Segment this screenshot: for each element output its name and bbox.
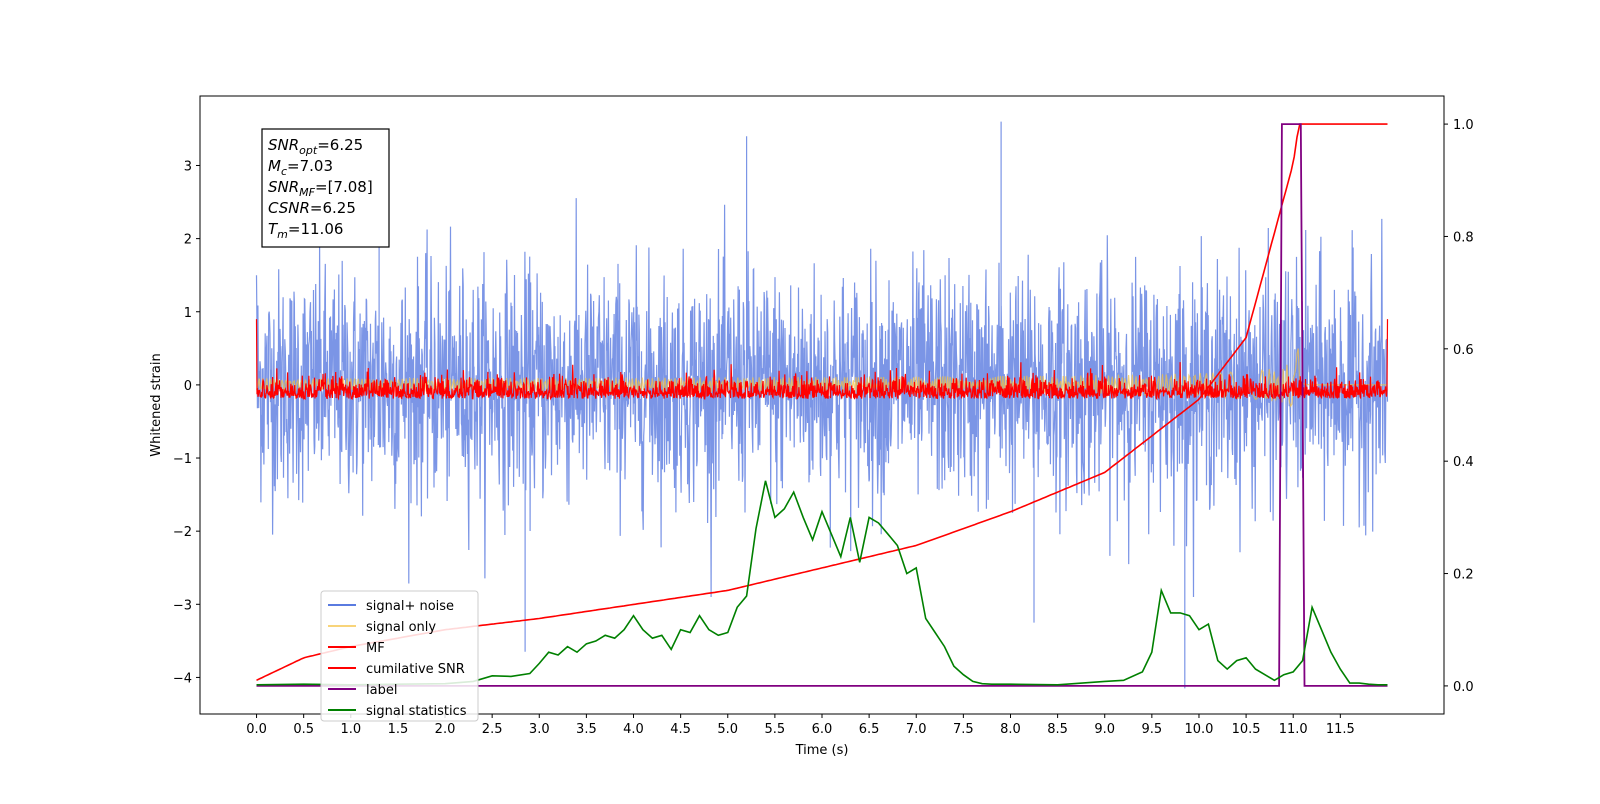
- y-left-tick-label: −4: [173, 671, 192, 686]
- x-tick-label: 0.5: [293, 722, 314, 737]
- x-tick-label: 6.0: [812, 722, 833, 737]
- y-left-tick-label: −2: [173, 525, 192, 540]
- y-right-tick-label: 0.4: [1453, 455, 1474, 470]
- series-mf: [255, 319, 1389, 401]
- ticks-layer: 0.0 0.5 1.0 1.5 2.0 2.5 3.0 3.5 4.0 4.5 5.0 5.5 6.0 6…: [173, 118, 1474, 737]
- x-tick-label: 2.0: [435, 722, 456, 737]
- series-signal-only: [255, 348, 1388, 408]
- x-tick-label: 1.0: [340, 722, 361, 737]
- x-tick-label: 0.0: [246, 722, 267, 737]
- x-tick-label: 5.0: [717, 722, 738, 737]
- x-tick-label: 2.5: [482, 722, 503, 737]
- info-line: SNRopt=6.25: [268, 136, 363, 157]
- y-right-tick-label: 0.6: [1453, 343, 1474, 358]
- x-tick-label: 3.5: [576, 722, 597, 737]
- x-tick-label: 10.5: [1232, 722, 1261, 737]
- x-tick-label: 9.5: [1142, 722, 1163, 737]
- x-tick-label: 7.0: [906, 722, 927, 737]
- x-tick-label: 10.0: [1184, 722, 1213, 737]
- legend-items: signal+ noise signal only MF cumilative SNR…: [328, 599, 467, 719]
- legend: signal+ noise signal only MF cumilative SNR…: [320, 590, 479, 722]
- x-tick-label: 8.5: [1047, 722, 1068, 737]
- y-left-tick-label: 1: [184, 306, 192, 321]
- y-right-tick-label: 0.2: [1453, 568, 1474, 583]
- info-line: Tm=11.06: [268, 220, 343, 241]
- y-left-tick-label: −1: [173, 452, 192, 467]
- x-tick-label: 11.0: [1279, 722, 1308, 737]
- y-left-tick-label: 3: [184, 159, 192, 174]
- y-axis-label: Whitened strain: [149, 353, 164, 456]
- legend-label: signal only: [366, 620, 436, 635]
- x-tick-label: 4.0: [623, 722, 644, 737]
- x-tick-label: 8.0: [1000, 722, 1021, 737]
- legend-label: label: [366, 683, 397, 698]
- y-right-tick-label: 0.0: [1453, 680, 1474, 695]
- x-tick-label: 7.5: [953, 722, 974, 737]
- x-tick-label: 1.5: [388, 722, 409, 737]
- series-label: [256, 123, 1388, 687]
- info-line: Mc=7.03: [268, 157, 333, 178]
- y-right-tick-label: 1.0: [1453, 118, 1474, 133]
- legend-frame: [320, 590, 479, 722]
- info-box-frame: [261, 128, 390, 248]
- y-left-tick-label: 0: [184, 379, 192, 394]
- series-signal-statistics: [256, 480, 1388, 686]
- y-left-tick-label: −3: [173, 598, 192, 613]
- x-tick-label: 3.0: [529, 722, 550, 737]
- x-tick-label: 4.5: [670, 722, 691, 737]
- x-tick-label: 5.5: [765, 722, 786, 737]
- legend-label: cumilative SNR: [366, 662, 465, 677]
- legend-label: signal+ noise: [366, 599, 454, 614]
- x-tick-label: 6.5: [859, 722, 880, 737]
- legend-label: signal statistics: [366, 704, 467, 719]
- x-tick-label: 9.0: [1094, 722, 1115, 737]
- info-line: SNRMF=[7.08]: [268, 178, 373, 199]
- x-tick-label: 11.5: [1326, 722, 1355, 737]
- y-left-tick-label: 2: [184, 233, 192, 248]
- info-line: CSNR=6.25: [268, 199, 356, 217]
- y-right-tick-label: 0.8: [1453, 230, 1474, 245]
- x-axis-label: Time (s): [795, 743, 849, 758]
- legend-label: MF: [366, 641, 385, 656]
